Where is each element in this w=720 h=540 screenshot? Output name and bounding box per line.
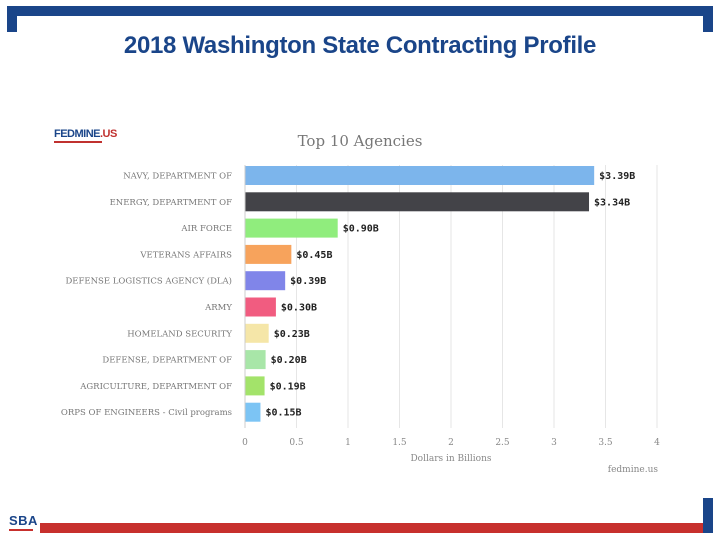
bar bbox=[245, 350, 266, 370]
x-tick-label: 4 bbox=[654, 438, 660, 448]
bar bbox=[245, 297, 276, 317]
chart-bars bbox=[245, 166, 595, 422]
bottom-frame-bar bbox=[40, 523, 706, 533]
category-label: VETERANS AFFAIRS bbox=[139, 250, 232, 260]
category-label: DEFENSE LOGISTICS AGENCY (DLA) bbox=[65, 276, 232, 287]
bar bbox=[245, 271, 286, 291]
fedmine-logo: FEDMINE.US bbox=[54, 128, 117, 140]
value-label: $0.45B bbox=[296, 250, 332, 261]
x-tick-labels: 0 0.5 1 1.5 2 2.5 3 3.5 4 bbox=[242, 438, 660, 448]
value-label: $3.39B bbox=[599, 171, 635, 182]
category-label: ARMY bbox=[204, 303, 232, 313]
top-frame-bar bbox=[7, 6, 713, 16]
x-tick-label: 2 bbox=[448, 438, 454, 448]
x-tick-label: 0.5 bbox=[289, 438, 304, 448]
x-axis-title: Dollars in Billions bbox=[410, 454, 491, 464]
fedmine-logo-underline bbox=[54, 141, 102, 143]
bar bbox=[245, 376, 265, 396]
category-label: DEFENSE, DEPARTMENT OF bbox=[102, 356, 232, 366]
chart-credit: fedmine.us bbox=[608, 465, 659, 475]
x-tick-label: 1.5 bbox=[392, 438, 407, 448]
value-label: $0.19B bbox=[270, 381, 306, 392]
value-label: $0.30B bbox=[281, 303, 317, 314]
fedmine-logo-suffix: .US bbox=[100, 128, 117, 140]
x-tick-label: 3 bbox=[551, 438, 557, 448]
value-label: $0.39B bbox=[290, 276, 326, 287]
category-label: ORPS OF ENGINEERS - Civil programs bbox=[61, 408, 232, 418]
x-tick-label: 3.5 bbox=[598, 438, 613, 448]
value-label: $0.23B bbox=[274, 329, 310, 340]
top-left-frame-tick bbox=[7, 6, 17, 32]
bar bbox=[245, 218, 338, 238]
category-label: AGRICULTURE, DEPARTMENT OF bbox=[79, 382, 232, 392]
category-label: NAVY, DEPARTMENT OF bbox=[123, 172, 232, 182]
category-labels: NAVY, DEPARTMENT OF ENERGY, DEPARTMENT OF… bbox=[61, 172, 232, 419]
fedmine-logo-main: FEDMINE bbox=[54, 128, 101, 140]
bar bbox=[245, 323, 269, 343]
top-right-frame-tick bbox=[703, 6, 713, 32]
category-label: AIR FORCE bbox=[180, 224, 232, 234]
x-tick-label: 1 bbox=[345, 438, 351, 448]
x-tick-label: 2.5 bbox=[495, 438, 510, 448]
value-label: $0.15B bbox=[265, 408, 301, 419]
bar bbox=[245, 244, 292, 264]
category-label: ENERGY, DEPARTMENT OF bbox=[110, 198, 233, 208]
sba-logo-underline bbox=[9, 529, 33, 531]
sba-logo: SBA bbox=[9, 513, 38, 528]
value-label: $0.90B bbox=[343, 224, 379, 235]
bar bbox=[245, 402, 261, 422]
x-tick-label: 0 bbox=[242, 438, 248, 448]
bottom-right-frame-tick bbox=[703, 498, 713, 533]
bar bbox=[245, 192, 590, 212]
value-label: $3.34B bbox=[594, 197, 630, 208]
chart-title: Top 10 Agencies bbox=[298, 132, 423, 150]
category-label: HOMELAND SECURITY bbox=[127, 329, 232, 339]
slide-title: 2018 Washington State Contracting Profil… bbox=[123, 32, 597, 59]
value-label: $0.20B bbox=[271, 355, 307, 366]
bar bbox=[245, 166, 595, 185]
value-labels: $3.39B $3.34B $0.90B $0.45B $0.39B $0.30B $0.2… bbox=[265, 171, 635, 419]
